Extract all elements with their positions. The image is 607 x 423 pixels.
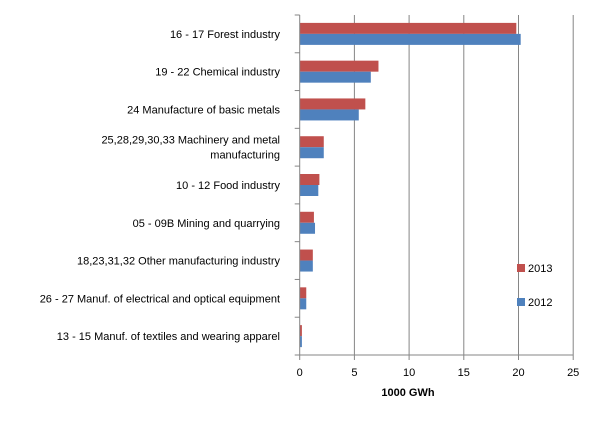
bar-2013 bbox=[299, 325, 302, 337]
bar-2013 bbox=[299, 136, 324, 148]
bar-2013 bbox=[299, 287, 307, 299]
bar-2012 bbox=[299, 71, 371, 83]
x-tick-label: 0 bbox=[297, 367, 303, 379]
legend-label: 2013 bbox=[528, 263, 552, 275]
legend-swatch-2012 bbox=[517, 298, 525, 306]
category-label: 19 - 22 Chemical industry bbox=[155, 67, 280, 79]
x-axis-label: 1000 GWh bbox=[381, 387, 434, 399]
category-label: 13 - 15 Manuf. of textiles and wearing a… bbox=[57, 331, 280, 343]
legend: 2013 2012 bbox=[517, 263, 552, 309]
legend-swatch-2013 bbox=[517, 264, 525, 272]
legend-label: 2012 bbox=[528, 297, 552, 309]
bar-2012 bbox=[299, 336, 302, 348]
x-tick-label: 5 bbox=[351, 367, 357, 379]
bar-2012 bbox=[299, 147, 324, 159]
x-tick-label: 15 bbox=[458, 367, 470, 379]
bar-2013 bbox=[299, 98, 366, 110]
bar-2013 bbox=[299, 211, 314, 223]
axes bbox=[294, 14, 574, 360]
category-labels: 16 - 17 Forest industry 19 - 22 Chemical … bbox=[40, 29, 281, 343]
x-tick-labels: 0 5 10 15 20 25 bbox=[297, 367, 580, 379]
bar-2013 bbox=[299, 60, 379, 72]
category-label: 25,28,29,30,33 Machinery and metal manufa… bbox=[101, 135, 280, 162]
bar-2012 bbox=[299, 222, 316, 234]
bar-2013 bbox=[299, 174, 320, 185]
bar-2012 bbox=[299, 109, 359, 121]
category-label: 26 - 27 Manuf. of electrical and optical… bbox=[40, 293, 280, 305]
category-label: 10 - 12 Food industry bbox=[176, 180, 280, 192]
bar-2012 bbox=[299, 33, 521, 45]
bar-2012 bbox=[299, 298, 307, 310]
bars bbox=[299, 22, 521, 348]
bar-2013 bbox=[299, 249, 313, 261]
x-tick-label: 25 bbox=[567, 367, 579, 379]
category-label: 24 Manufacture of basic metals bbox=[127, 104, 280, 116]
x-tick-label: 20 bbox=[512, 367, 524, 379]
bar-2012 bbox=[299, 185, 319, 196]
x-tick-label: 10 bbox=[403, 367, 415, 379]
category-label: 18,23,31,32 Other manufacturing industry bbox=[77, 256, 281, 268]
bar-2012 bbox=[299, 260, 313, 272]
category-label: 05 - 09B Mining and quarrying bbox=[133, 218, 280, 230]
category-label: 16 - 17 Forest industry bbox=[170, 29, 281, 41]
bar-2013 bbox=[299, 22, 517, 34]
